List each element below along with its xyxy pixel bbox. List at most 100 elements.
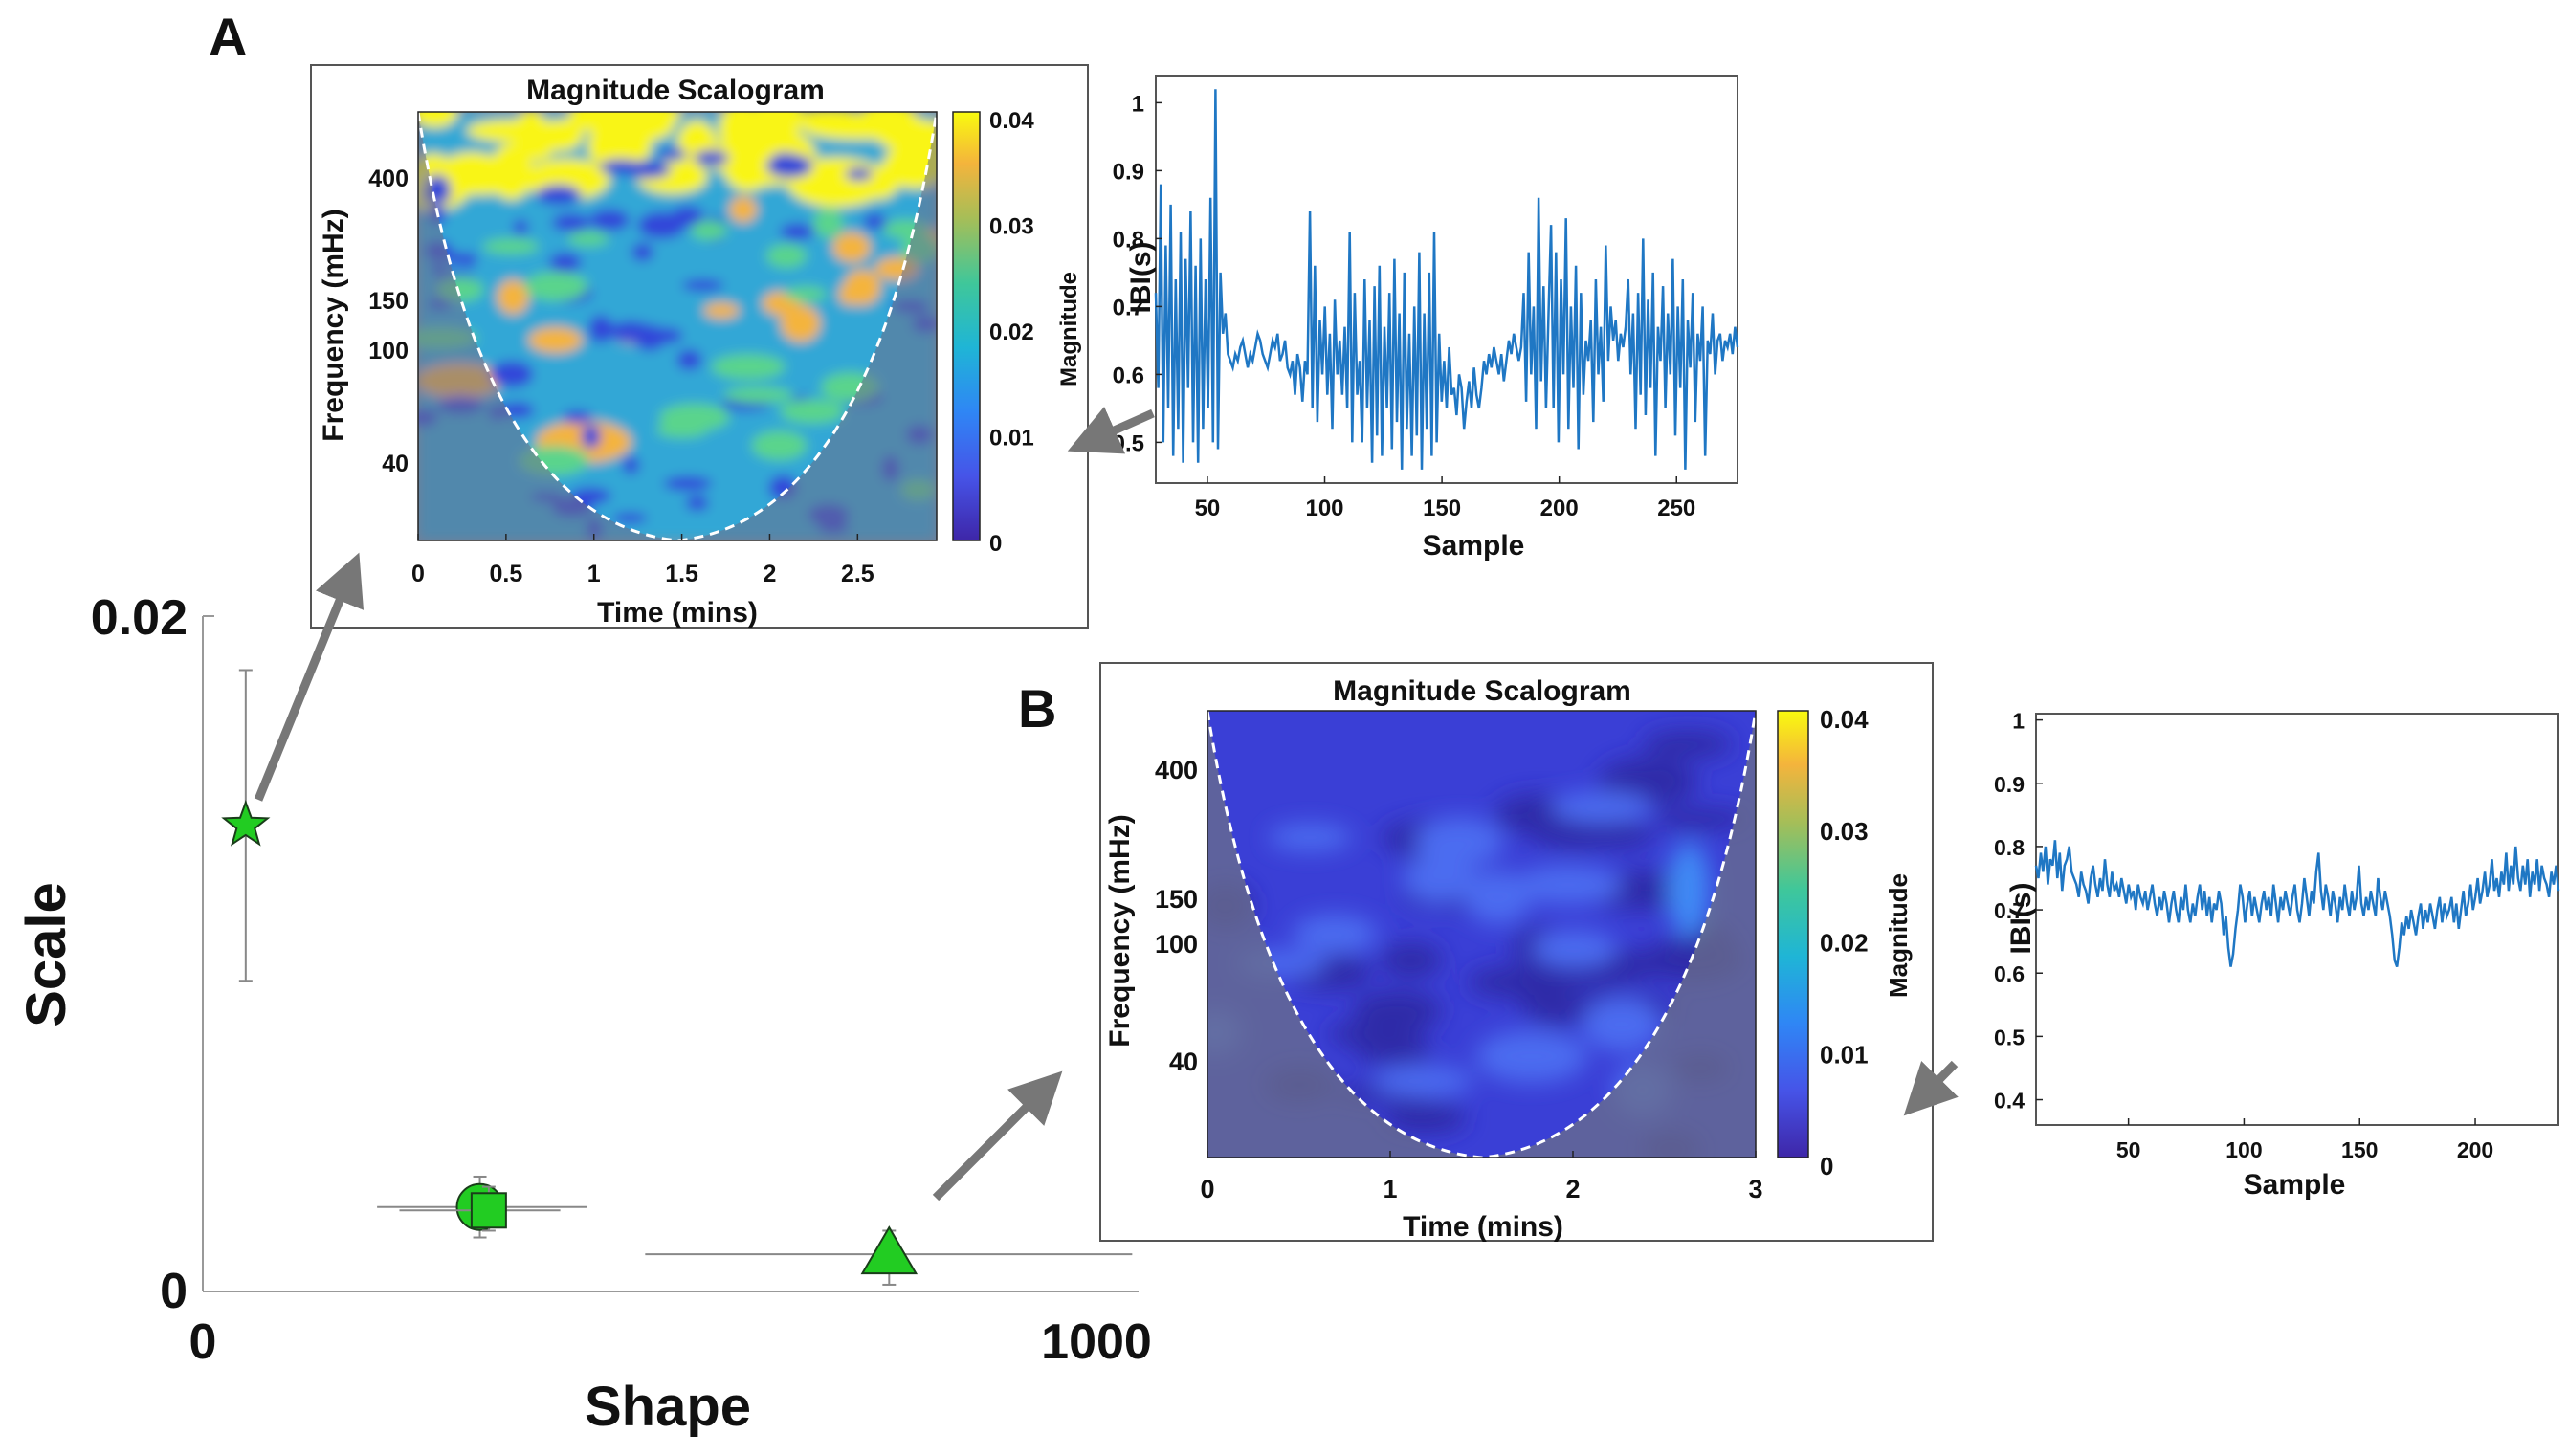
scalogram-a-ylabel: Frequency (mHz) [318,209,349,441]
ibi-ytick-label: 0.6 [1113,363,1144,388]
ibi-ytick-label: 0.7 [1113,295,1144,320]
marker-star [221,800,271,847]
panel-label-b: B [1018,678,1056,739]
colorbar-tick-label: 0.01 [989,426,1034,452]
panel-label-a: A [209,7,247,67]
scalogram-a-axes-box [417,111,938,541]
ibi-ytick-label: 0.6 [1994,961,2025,986]
scal-ytick-label: 400 [368,165,409,192]
ibi-b-series-line [2034,840,2560,968]
colorbar-tick-label: 0 [989,531,1002,557]
ibi-a-plot-area [1155,75,1738,484]
scalogram-b-title: Magnitude Scalogram [1333,675,1631,707]
ibi-xtick-label: 150 [2341,1137,2378,1162]
scal-xtick-label: 0 [1200,1175,1214,1203]
scal-xtick-label: 0 [411,561,425,587]
point-triangle [645,1225,1133,1286]
ibi-a-xlabel: Sample [1423,530,1525,562]
scalogram-b-image [1207,711,1756,1158]
point-square [399,1185,561,1232]
scalogram-a-panel: Magnitude Scalogram 0 0.5 1 1.5 2 2.5 4001501… [310,64,1089,629]
colorbar-tick-label: 0.01 [1820,1040,1869,1069]
scal-ytick-label: 100 [368,338,409,364]
ibi-ytick-label: 0.5 [1113,430,1144,456]
main-ytick-top: 0.02 [91,590,188,646]
scal-xtick-label: 1 [1383,1175,1397,1203]
scal-ytick-label: 40 [382,451,409,477]
ibi-xtick-label: 50 [2116,1137,2141,1162]
scalogram-b-cone-boundary [1207,711,1756,1158]
main-ytick-bottom: 0 [160,1264,188,1319]
colorbar-tick-label: 0.03 [1820,817,1869,846]
ibi-ytick-label: 0.8 [1994,835,2025,860]
ibi-b-panel: 50 100 150 200 1 0.9 0.8 0.7 0.6 0.5 0.4 Sample I… [1994,709,2560,1201]
scalogram-a-image [418,112,937,540]
ibi-a-series-line [1154,89,1739,470]
scalogram-b-axes-box [1207,710,1757,1158]
colorbar-tick-label: 0.02 [1820,929,1869,958]
main-scatter-plot: 0.02 0 0 1000 Shape Scale [15,590,1152,1438]
ibi-xtick-label: 150 [1423,496,1461,521]
scal-xtick-label: 0.5 [489,561,522,587]
arrow-ibi-b-to-scalogram-b [1903,1060,1959,1116]
main-ylabel: Scale [15,882,77,1027]
colorbar-tick-label: 0.04 [989,108,1034,134]
scalogram-a-cone-of-influence [418,112,937,540]
ibi-ytick-label: 0.9 [1994,772,2025,797]
scal-xtick-label: 2 [764,561,777,587]
ibi-xtick-label: 50 [1195,496,1221,521]
ibi-ytick-label: 1 [2012,709,2025,734]
colorbar-tick-label: 0.03 [989,214,1034,240]
marker-square [470,1192,507,1229]
scalogram-a-colorbar-label: Magnitude [1056,272,1082,386]
scal-ytick-label: 100 [1155,930,1198,959]
ibi-ytick-label: 1 [1132,91,1144,117]
main-xtick-right: 1000 [1041,1314,1152,1370]
scal-ytick-label: 400 [1155,756,1198,784]
scal-xtick-label: 2.5 [841,561,874,587]
scalogram-a-title: Magnitude Scalogram [526,75,825,106]
scal-xtick-label: 1 [587,561,601,587]
colorbar-tick-label: 0.04 [1820,705,1869,734]
arrow-ibi-a-to-scalogram-a [1067,407,1155,454]
ibi-a-ylabel: IBI(s) [1125,242,1157,314]
point-star [221,669,271,982]
ibi-ytick-label: 0.7 [1994,898,2025,923]
scalogram-a-xlabel: Time (mins) [597,597,758,629]
ibi-a-panel: 50 100 150 200 250 1 0.9 0.8 0.7 0.6 0.5 Sample I… [1113,75,1739,562]
ibi-xtick-label: 200 [2457,1137,2493,1162]
scalogram-b-ylabel: Frequency (mHz) [1104,814,1136,1047]
scalogram-a-cone-boundary [418,112,937,540]
ibi-xtick-label: 100 [1305,496,1343,521]
main-xlabel: Shape [585,1376,751,1438]
colorbar-tick-label: 0.02 [989,320,1034,345]
scalogram-b-colorbar [1777,710,1809,1158]
scalogram-b-colorbar-label: Magnitude [1884,873,1913,998]
ibi-b-xlabel: Sample [2244,1169,2346,1201]
scal-xtick-label: 1.5 [665,561,698,587]
ibi-xtick-label: 200 [1540,496,1579,521]
colorbar-tick-label: 0 [1820,1152,1833,1180]
marker-triangle [860,1225,919,1275]
ibi-xtick-label: 100 [2225,1137,2262,1162]
scal-ytick-label: 150 [1155,885,1198,914]
ibi-ytick-label: 0.4 [1994,1089,2025,1114]
main-xtick-left: 0 [189,1314,217,1370]
scal-ytick-label: 40 [1169,1048,1198,1076]
scalogram-b-cone-of-influence [1207,711,1756,1158]
arrow-star-to-panel-a [254,552,364,802]
ibi-ytick-label: 0.8 [1113,227,1144,253]
ibi-b-plot-area [2035,713,2559,1126]
scalogram-b-panel: Magnitude Scalogram 0 1 2 3 400 150 100 40 Tim… [1099,662,1934,1243]
ibi-ytick-label: 0.5 [1994,1025,2025,1049]
scalogram-b-xlabel: Time (mins) [1403,1211,1563,1243]
ibi-xtick-label: 250 [1657,496,1695,521]
scal-ytick-label: 150 [368,288,409,315]
ibi-ytick-label: 0.9 [1113,159,1144,185]
arrow-triangle-to-panel-b [932,1070,1063,1202]
scal-xtick-label: 2 [1565,1175,1580,1203]
scal-xtick-label: 3 [1748,1175,1762,1203]
scalogram-a-colorbar [952,111,981,541]
ibi-b-ylabel: IBI(s) [2005,883,2037,955]
